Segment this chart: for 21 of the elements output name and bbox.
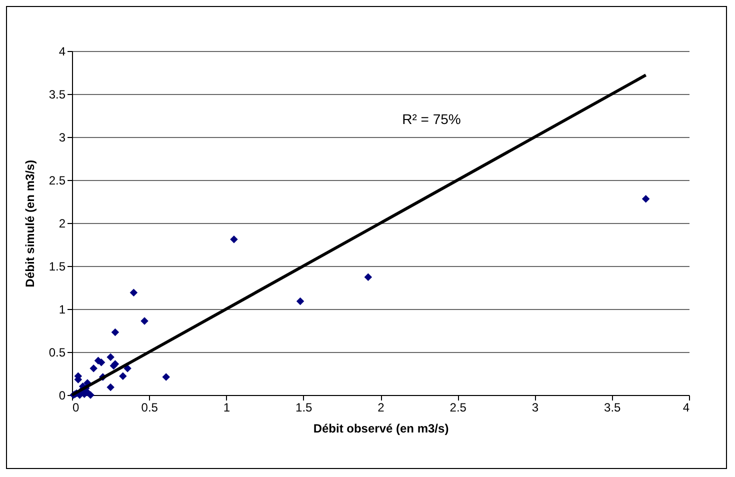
- x-tick-label: 0.5: [141, 400, 158, 414]
- x-axis-title: Débit observé (en m3/s): [313, 422, 449, 436]
- y-tick-label: 2.5: [48, 174, 66, 188]
- y-tick-label: 3: [58, 130, 66, 144]
- y-tick-label: 0.5: [48, 346, 66, 360]
- y-tick-label: 2: [58, 216, 66, 230]
- x-tick-label: 3.5: [604, 400, 622, 414]
- y-tick-label: 1.5: [48, 260, 66, 274]
- x-tick-label: 2: [378, 400, 385, 414]
- x-tick-label: 2.5: [450, 400, 467, 414]
- x-tick-label: 0: [72, 400, 80, 414]
- x-tick-label: 1.5: [296, 400, 313, 414]
- x-tick-label: 3: [532, 400, 539, 414]
- y-tick-label: 1: [58, 302, 66, 316]
- x-tick-label: 4: [682, 400, 690, 414]
- y-tick-label: 4: [58, 44, 66, 58]
- y-axis-title: Débit simulé (en m3/s): [22, 160, 37, 288]
- y-tick-label: 3.5: [48, 88, 66, 102]
- annotation: R² = 75%: [402, 110, 461, 127]
- y-tick-label: 0: [58, 388, 66, 402]
- x-tick-label: 1: [223, 400, 230, 414]
